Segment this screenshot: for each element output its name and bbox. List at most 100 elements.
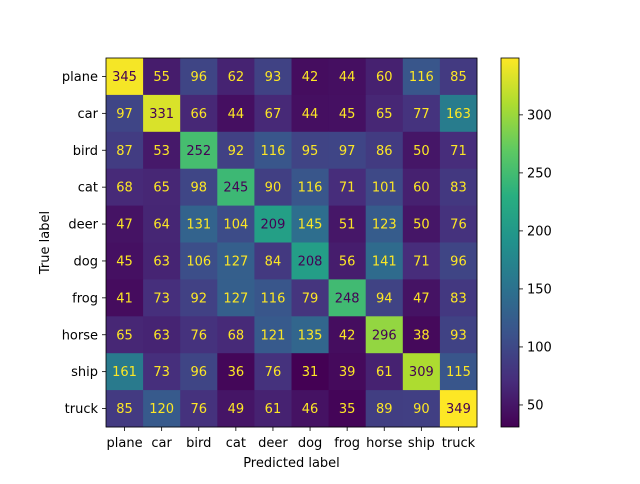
heatmap-cell <box>402 205 441 243</box>
heatmap-cell <box>143 58 181 96</box>
cell-value-label: 64 <box>153 218 170 233</box>
colorbar-tick-label: 50 <box>527 398 544 413</box>
colorbar-tick-label: 100 <box>527 340 552 355</box>
heatmap-cell <box>328 353 367 391</box>
x-tick-label: plane <box>107 436 143 451</box>
x-axis-label: Predicted label <box>243 456 340 471</box>
heatmap-cell <box>402 242 441 280</box>
y-tick-label: cat <box>78 181 98 196</box>
cell-value-label: 49 <box>228 402 245 417</box>
cell-value-label: 45 <box>116 254 133 269</box>
cell-value-label: 44 <box>339 70 356 85</box>
heatmap-cell <box>365 279 404 317</box>
heatmap-cell <box>106 94 144 133</box>
cell-value-label: 296 <box>372 328 397 343</box>
cell-value-label: 96 <box>190 70 207 85</box>
y-tick-label: dog <box>74 254 98 269</box>
cell-value-label: 71 <box>413 254 430 269</box>
heatmap-cell <box>143 353 181 391</box>
cell-value-label: 83 <box>450 181 467 196</box>
cell-value-label: 50 <box>413 218 430 233</box>
heatmap-cell <box>291 168 329 206</box>
heatmap-cell <box>106 168 144 206</box>
cell-value-label: 60 <box>413 181 430 196</box>
cell-value-label: 51 <box>339 218 356 233</box>
cell-value-label: 331 <box>149 107 174 122</box>
heatmap-cell <box>254 279 292 317</box>
heatmap-cell <box>328 58 367 96</box>
cell-value-label: 71 <box>339 181 356 196</box>
cell-value-label: 89 <box>376 402 393 417</box>
cell-value-label: 61 <box>376 365 393 380</box>
cell-value-label: 106 <box>186 254 211 269</box>
heatmap-cell <box>402 168 441 206</box>
cell-value-label: 39 <box>339 365 356 380</box>
cell-value-label: 94 <box>376 291 393 306</box>
heatmap-cell <box>365 353 404 391</box>
cell-value-label: 45 <box>339 107 356 122</box>
heatmap-cell <box>291 58 329 96</box>
heatmap-cell <box>254 316 292 354</box>
x-tick-label: cat <box>226 436 246 451</box>
heatmap-cell <box>217 94 255 133</box>
cell-value-label: 116 <box>261 144 286 159</box>
heatmap-cell <box>439 58 478 96</box>
cell-value-label: 309 <box>409 365 434 380</box>
colorbar-tick-label: 250 <box>527 166 552 181</box>
y-tick-label: bird <box>73 144 98 159</box>
cell-value-label: 92 <box>228 144 245 159</box>
heatmap-cell <box>291 131 329 170</box>
cell-value-label: 79 <box>302 291 319 306</box>
cell-value-label: 116 <box>298 181 323 196</box>
x-tick-label: dog <box>298 436 322 451</box>
cell-value-label: 85 <box>450 70 467 85</box>
y-tick-label: car <box>78 107 99 122</box>
heatmap-cell <box>402 94 441 133</box>
heatmap-cell <box>439 279 478 317</box>
cell-value-label: 252 <box>186 144 211 159</box>
heatmap-cell <box>402 353 441 391</box>
x-tick-label: deer <box>258 436 288 451</box>
heatmap-cell <box>254 168 292 206</box>
heatmap-cell <box>217 131 255 170</box>
cell-value-label: 61 <box>265 402 282 417</box>
cell-value-label: 62 <box>228 70 245 85</box>
cell-value-label: 76 <box>265 365 282 380</box>
heatmap-cell <box>106 205 144 243</box>
y-tick-label: horse <box>62 328 98 343</box>
cell-value-label: 86 <box>376 144 393 159</box>
heatmap-cell <box>254 242 292 280</box>
cell-value-label: 66 <box>190 107 207 122</box>
x-tick-label: frog <box>334 436 360 451</box>
cell-value-label: 50 <box>413 144 430 159</box>
heatmap-cell <box>180 131 218 170</box>
heatmap-cell <box>291 205 329 243</box>
cell-value-label: 101 <box>372 181 397 196</box>
heatmap-cell <box>254 58 292 96</box>
cell-value-label: 248 <box>335 291 360 306</box>
heatmap-cell <box>106 242 144 280</box>
cell-value-label: 95 <box>302 144 319 159</box>
cell-value-label: 53 <box>153 144 170 159</box>
heatmap-cell <box>365 168 404 206</box>
heatmap-cell <box>180 242 218 280</box>
heatmap-cell <box>217 353 255 391</box>
x-tick-label: horse <box>366 436 402 451</box>
heatmap-cell <box>217 316 255 354</box>
heatmap-cell <box>143 390 181 428</box>
heatmap-cell <box>439 205 478 243</box>
heatmap-cell <box>180 279 218 317</box>
cell-value-label: 71 <box>450 144 467 159</box>
heatmap-cell <box>254 131 292 170</box>
heatmap-cell <box>402 279 441 317</box>
cell-value-label: 115 <box>446 365 471 380</box>
heatmap-cell <box>143 131 181 170</box>
cell-value-label: 84 <box>265 254 282 269</box>
heatmap-cell <box>328 316 367 354</box>
heatmap-cell <box>365 131 404 170</box>
heatmap-cell <box>328 131 367 170</box>
heatmap-cell <box>291 242 329 280</box>
colorbar-tick-label: 150 <box>527 282 552 297</box>
cell-value-label: 93 <box>450 328 467 343</box>
cell-value-label: 73 <box>153 291 170 306</box>
